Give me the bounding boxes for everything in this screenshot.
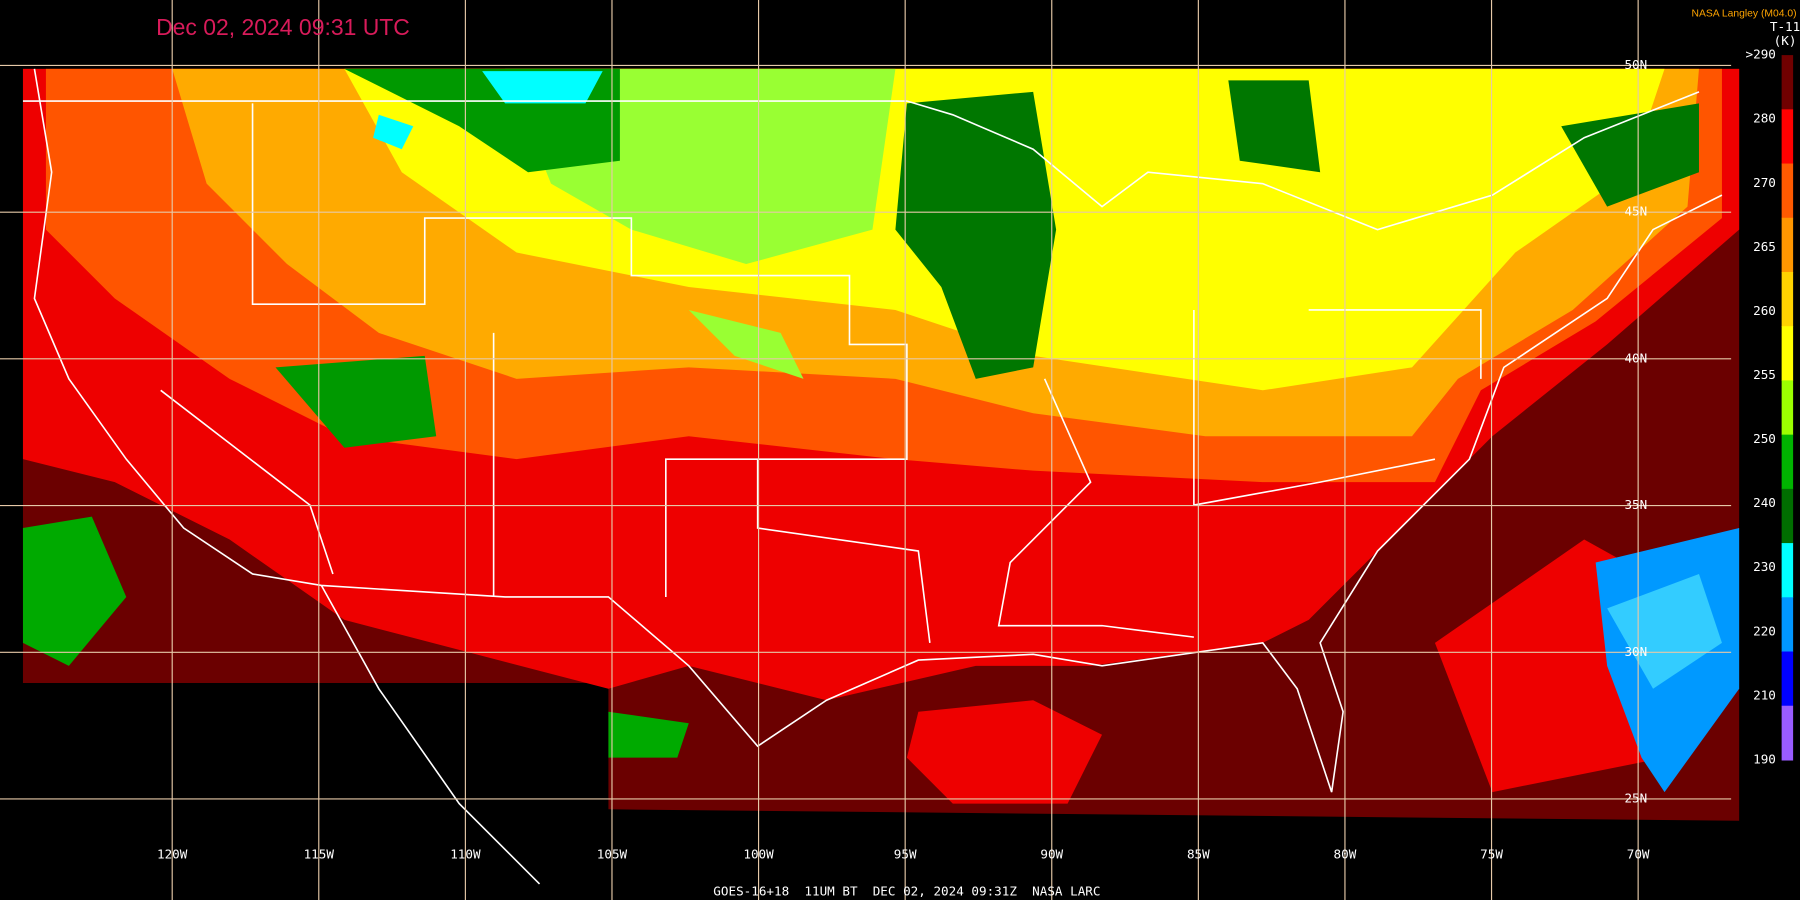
longitude-label: 120W (157, 847, 188, 862)
longitude-label: 70W (1627, 847, 1650, 862)
colorbar-segment (1781, 55, 1794, 110)
colorbar-segment (1781, 597, 1794, 653)
colorbar-label: 280 (1753, 111, 1776, 126)
colorbar-label: 250 (1753, 431, 1776, 446)
colorbar-label: 260 (1753, 303, 1776, 318)
colorbar-segment (1781, 109, 1794, 165)
longitude-label: 105W (597, 847, 628, 862)
longitude-label: 90W (1040, 847, 1063, 862)
colorbar-segment (1781, 434, 1794, 490)
latitude-label: 25N (1624, 790, 1647, 805)
colorbar-segment (1781, 163, 1794, 219)
latitude-label: 30N (1624, 644, 1647, 659)
colorbar-segment (1781, 705, 1794, 761)
imagery (22, 68, 1740, 821)
longitude-label: 110W (450, 847, 481, 862)
latitude-label: 35N (1624, 497, 1647, 512)
latitude-label: 45N (1624, 204, 1647, 219)
longitude-label: 85W (1187, 847, 1210, 862)
coastlines (22, 68, 1723, 885)
timestamp: Dec 02, 2024 09:31 UTC (156, 14, 410, 40)
colorbar-unit: (K) (1774, 33, 1797, 48)
colorbar-label: 190 (1753, 751, 1776, 766)
colorbar-label: 270 (1753, 175, 1776, 190)
latitude-label: 40N (1624, 350, 1647, 365)
colorbar-segment (1781, 271, 1794, 327)
colorbar: >290 280 270 265 260 255 250 240 230 220 210 190 (1746, 47, 1794, 766)
footer: GOES-16+18 11UM BT DEC 02, 2024 09:31Z N… (713, 883, 1100, 898)
colorbar-label: 265 (1753, 239, 1776, 254)
colorbar-label: 240 (1753, 495, 1776, 510)
longitude-label: 75W (1480, 847, 1503, 862)
longitude-label: 95W (894, 847, 917, 862)
longitude-label: 100W (743, 847, 774, 862)
colorbar-title: T-11 (1770, 19, 1800, 34)
colorbar-segment (1781, 217, 1794, 273)
graticule (0, 0, 1732, 900)
colorbar-segment (1781, 380, 1794, 436)
colorbar-segment (1781, 488, 1794, 544)
colorbar-segment (1781, 651, 1794, 707)
colorbar-segment (1781, 543, 1794, 598)
credit: NASA Langley (M04.0) (1691, 9, 1796, 20)
labels: 120W 115W 110W 105W 100W 95W 90W 85W 80W 75W 70W 50… (157, 57, 1650, 862)
longitude-label: 115W (304, 847, 335, 862)
colorbar-label: 255 (1753, 367, 1776, 382)
colorbar-label: 210 (1753, 687, 1776, 702)
colorbar-label: >290 (1746, 47, 1776, 62)
colorbar-segment (1781, 326, 1794, 381)
latitude-label: 50N (1624, 57, 1647, 72)
colorbar-label: 220 (1753, 623, 1776, 638)
longitude-label: 80W (1334, 847, 1357, 862)
colorbar-label: 230 (1753, 559, 1776, 574)
